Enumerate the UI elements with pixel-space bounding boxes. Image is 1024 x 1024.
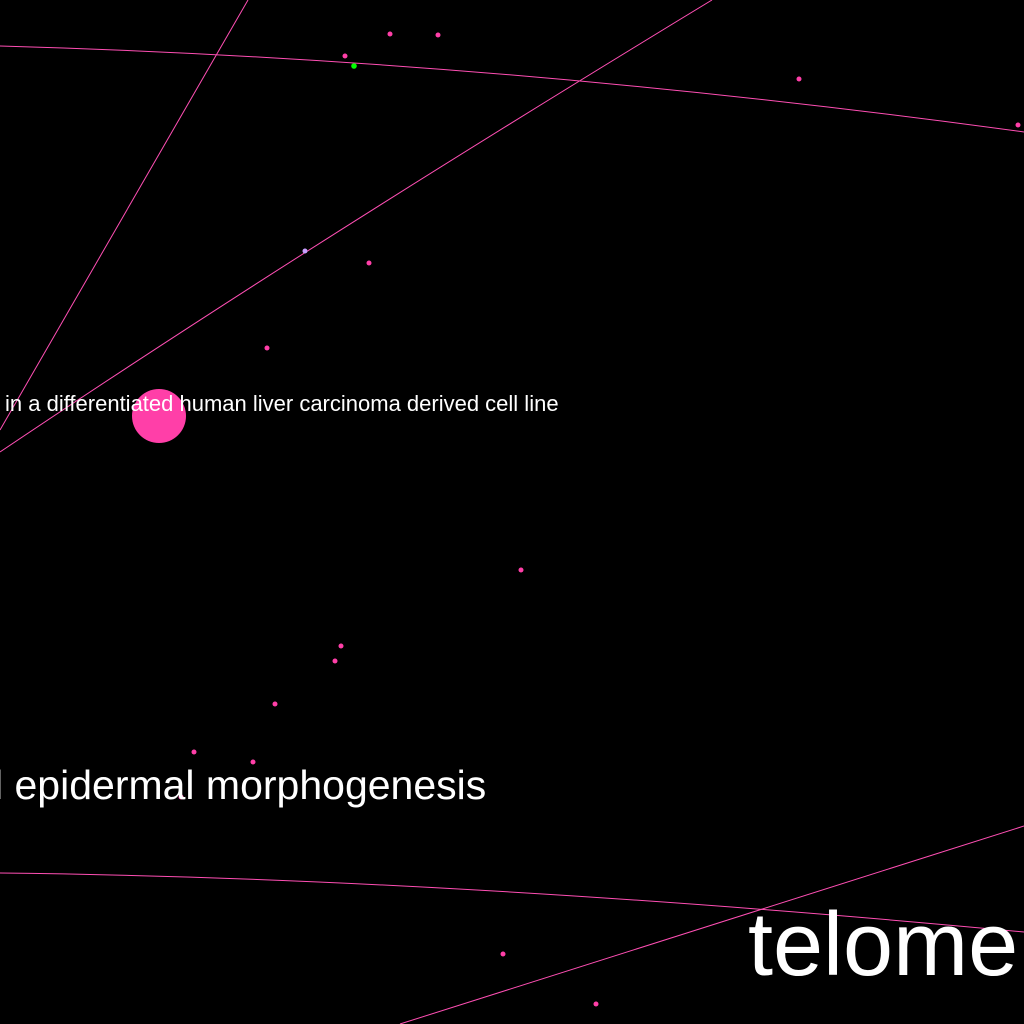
graph-node[interactable] [518, 567, 524, 573]
graph-edge [0, 45, 1024, 133]
graph-edge [0, 872, 1024, 933]
graph-node[interactable] [250, 759, 256, 765]
graph-node[interactable] [272, 701, 278, 707]
graph-node[interactable] [332, 658, 338, 664]
graph-node[interactable] [593, 1001, 599, 1007]
graph-edge [399, 825, 1024, 1024]
graph-node-hub[interactable] [132, 389, 186, 443]
graph-node[interactable] [1015, 122, 1021, 128]
graph-node[interactable] [178, 794, 184, 800]
graph-node[interactable] [191, 749, 197, 755]
graph-node[interactable] [435, 32, 441, 38]
node-layer [132, 31, 1021, 1007]
graph-node[interactable] [264, 345, 270, 351]
node-label-telomere[interactable]: telome [748, 895, 1018, 995]
graph-node-lavender[interactable] [302, 248, 308, 254]
graph-edge [0, 0, 713, 453]
graph-node[interactable] [366, 260, 372, 266]
graph-node[interactable] [338, 643, 344, 649]
node-label-liver-cell-line[interactable]: in a differentiated human liver carcinom… [5, 391, 559, 416]
graph-node[interactable] [796, 76, 802, 82]
graph-node-green[interactable] [351, 63, 357, 69]
graph-edge [0, 0, 249, 431]
graph-node[interactable] [500, 951, 506, 957]
label-layer: in a differentiated human liver carcinom… [0, 391, 1018, 995]
graph-node[interactable] [342, 53, 348, 59]
node-label-epidermal-morphogenesis[interactable]: l epidermal morphogenesis [0, 762, 486, 808]
graph-node[interactable] [387, 31, 393, 37]
